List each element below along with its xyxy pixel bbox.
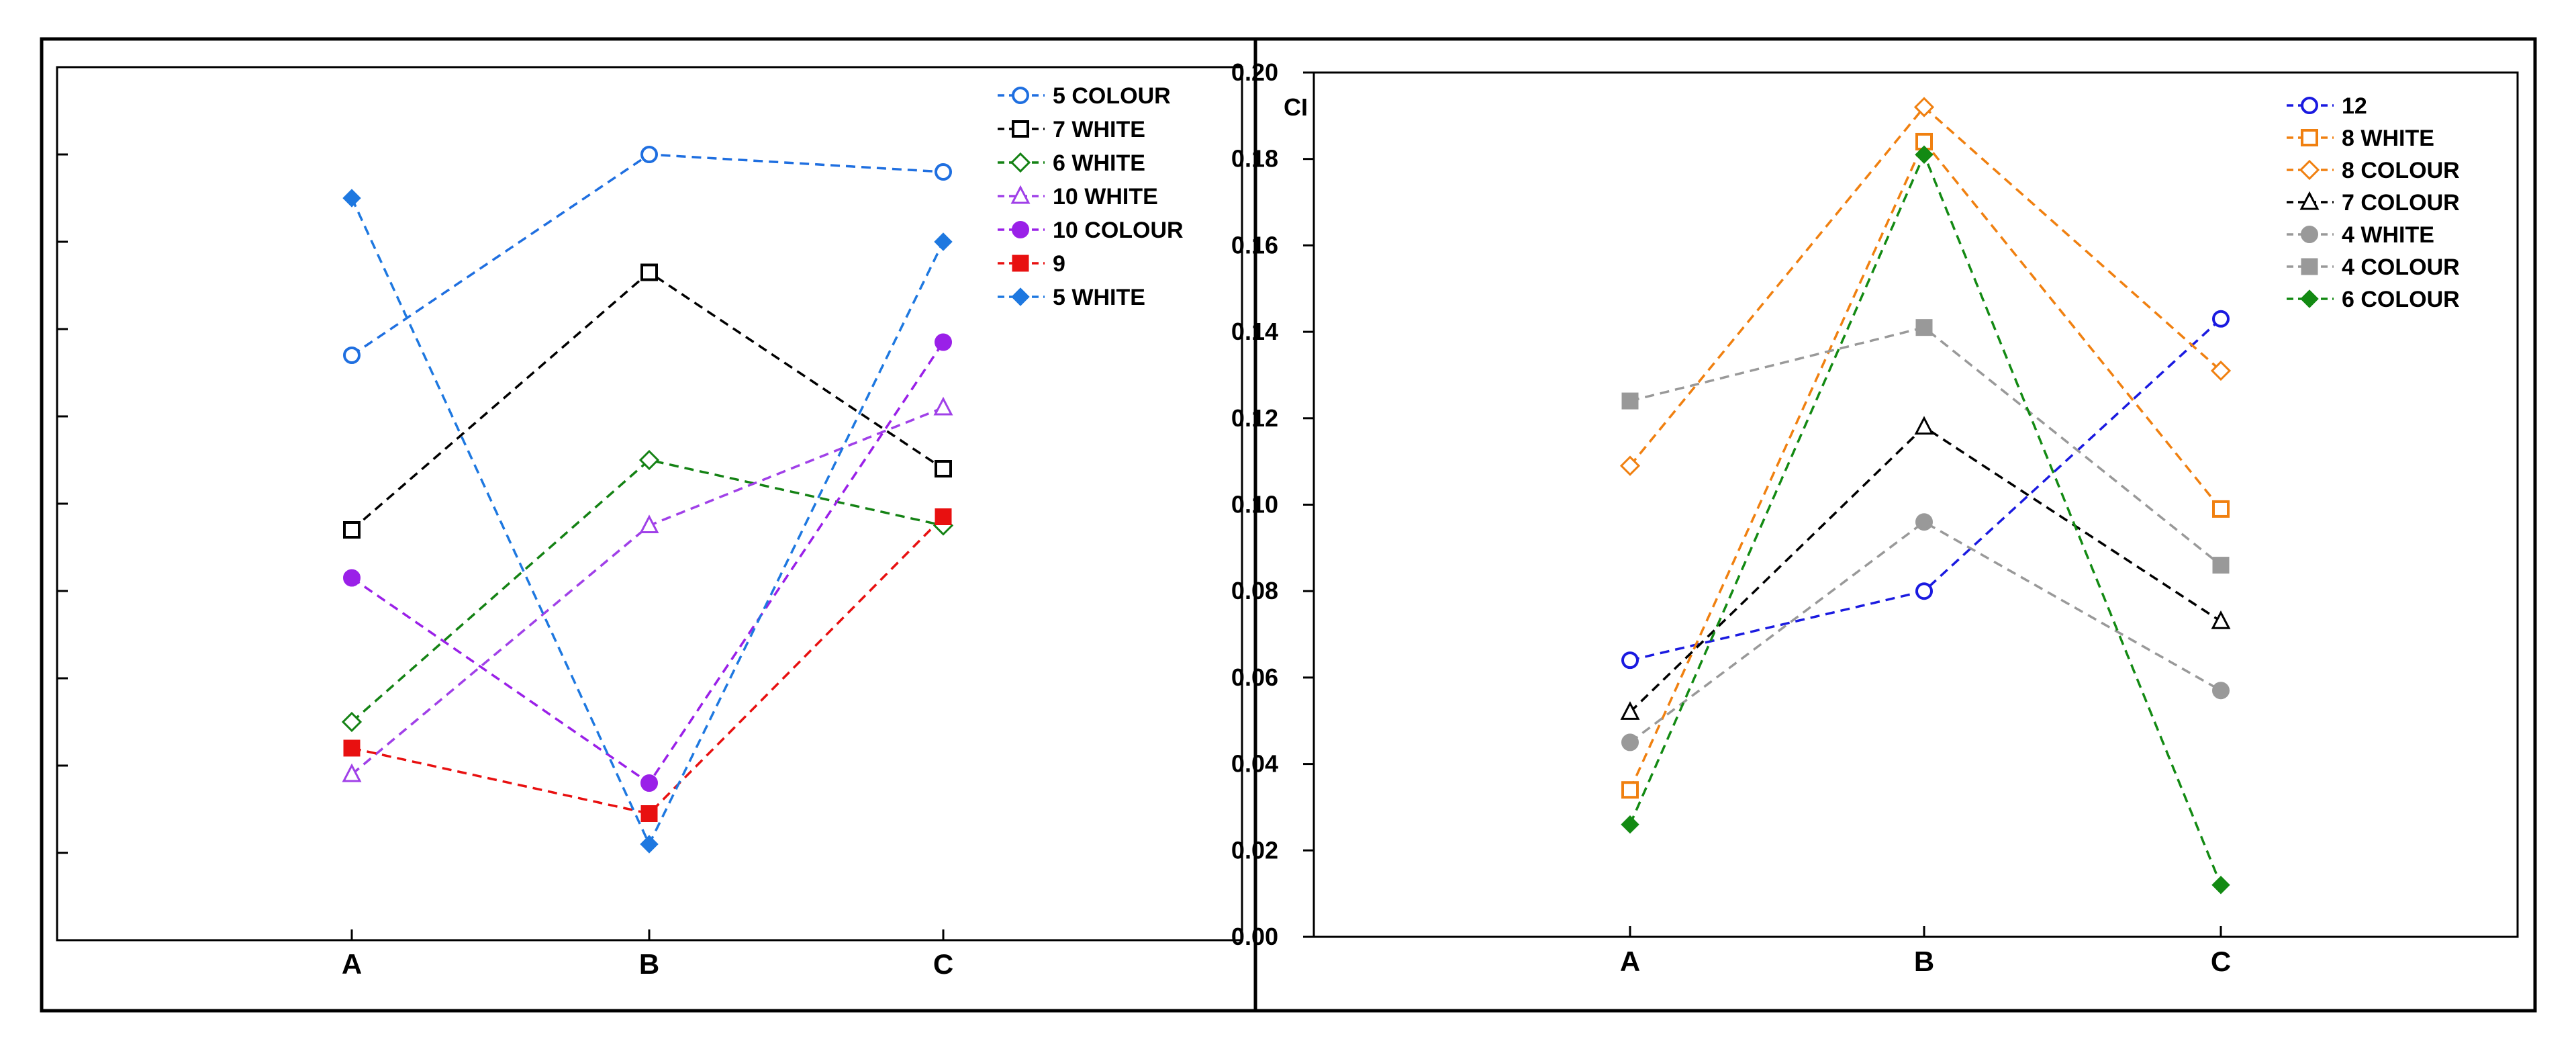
legend-label: 5 WHITE [1053, 285, 1145, 310]
legend-label: 12 [2342, 93, 2367, 119]
x-tick-label: B [639, 948, 659, 980]
legend-swatch-marker [1012, 87, 1029, 104]
data-point [1621, 781, 1639, 799]
legend-swatch-marker [1010, 185, 1031, 204]
data-point [1915, 319, 1933, 336]
data-point [343, 569, 361, 587]
x-tick-label: B [1914, 946, 1934, 977]
x-tick-label: C [2211, 946, 2231, 977]
y-tick-label: 0.08 [1231, 577, 1278, 604]
data-point [1621, 651, 1639, 670]
series-line [1629, 326, 2222, 566]
x-tick-label: A [1620, 946, 1640, 977]
legend-swatch-marker [2300, 289, 2319, 308]
legend-label: 8 COLOUR [2342, 158, 2460, 183]
legend-label: 6 WHITE [1053, 150, 1145, 176]
data-point [343, 739, 361, 757]
y-tick-label: 0.18 [1231, 145, 1278, 173]
legend-swatch-marker [2301, 258, 2318, 275]
data-point [935, 163, 952, 181]
legend-swatch-marker [2301, 97, 2318, 114]
data-point [1915, 513, 1933, 531]
legend-swatch-marker [2299, 191, 2320, 210]
data-point [2212, 500, 2230, 518]
legend-label: 4 COLOUR [2342, 255, 2460, 280]
legend-label: 6 COLOUR [2342, 287, 2460, 312]
data-point [640, 835, 659, 854]
series-line [350, 459, 944, 723]
series-line [351, 516, 945, 815]
right-chart: 0.00 0.02 0.04 0.06 0.08 0.10 0.12 0.14 0.16 0.18… [1231, 58, 2519, 977]
legend-swatch-marker [1012, 255, 1029, 272]
data-point [2212, 310, 2230, 328]
data-point [1914, 416, 1934, 435]
data-point [934, 232, 953, 251]
data-point [935, 460, 952, 477]
data-point [343, 521, 361, 539]
legend-swatch-marker [1012, 221, 1029, 238]
legend-swatch-marker [1010, 152, 1031, 173]
data-point [343, 347, 361, 364]
legend-label: 5 COLOUR [1053, 83, 1171, 109]
y-tick-label: 0.14 [1231, 318, 1278, 345]
data-point [640, 805, 658, 822]
series-line [1629, 520, 2222, 743]
legend-swatch-marker [1012, 120, 1029, 138]
legend-swatch-marker [2301, 129, 2318, 146]
x-tick-label: C [933, 948, 953, 980]
data-point [2212, 557, 2230, 574]
data-point [640, 146, 658, 163]
y-tick-label: 0.06 [1231, 664, 1278, 691]
data-point [935, 333, 952, 351]
data-point [1915, 582, 1933, 600]
y-tick-label: 0.10 [1231, 491, 1278, 518]
y-axis-label: CI [1284, 93, 1308, 121]
y-tick-label: 0.02 [1231, 836, 1278, 864]
data-point [1620, 701, 1640, 720]
x-tick-label: A [342, 948, 362, 980]
data-point [342, 763, 362, 782]
legend-label: 9 [1053, 251, 1065, 277]
data-point [1619, 455, 1641, 476]
y-tick-label: 0.00 [1231, 923, 1278, 950]
data-point [933, 396, 953, 416]
data-point [639, 514, 659, 533]
data-point [2211, 876, 2230, 895]
legend-label: 4 WHITE [2342, 222, 2434, 248]
legend-swatch-marker [1011, 287, 1030, 306]
data-point [640, 263, 658, 281]
data-point [2210, 360, 2232, 381]
data-point [342, 189, 361, 208]
data-point [1621, 815, 1639, 834]
y-tick-label: 0.20 [1231, 58, 1278, 86]
legend-label: 7 COLOUR [2342, 190, 2460, 216]
data-point [2211, 610, 2231, 629]
data-point [1621, 733, 1639, 751]
y-tick-label: 0.04 [1231, 750, 1278, 778]
data-point [2212, 682, 2230, 700]
data-point [341, 711, 363, 733]
y-tick-label: 0.16 [1231, 231, 1278, 259]
data-point [1913, 97, 1935, 118]
data-point [638, 449, 660, 471]
legend-label: 10 COLOUR [1053, 218, 1184, 243]
legend-swatch-marker [2301, 226, 2318, 243]
data-point [640, 774, 658, 792]
legend-label: 10 WHITE [1053, 184, 1158, 210]
data-point [935, 508, 952, 525]
data-point [1621, 392, 1639, 410]
legend-swatch-marker [2299, 159, 2320, 181]
outer-frame [40, 37, 2537, 1013]
data-point [1915, 145, 1934, 164]
legend-label: 8 WHITE [2342, 126, 2434, 151]
left-chart: A B C 5 COLOUR 7 WHITE 6 WHITE 10 WHITE 10 COLO… [56, 66, 1243, 980]
legend-label: 7 WHITE [1053, 117, 1145, 142]
y-tick-label: 0.12 [1231, 404, 1278, 432]
